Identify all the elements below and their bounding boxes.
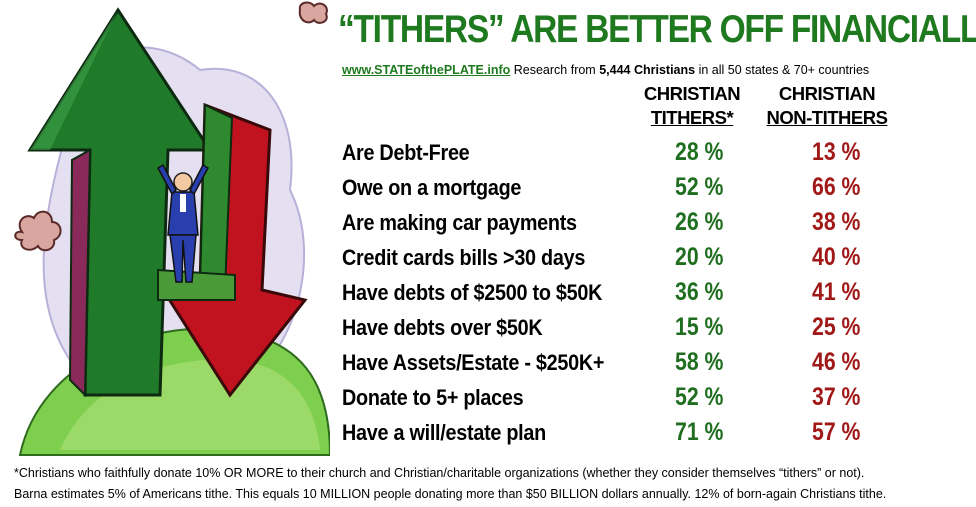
row-label: Have debts over $50K (342, 315, 543, 340)
non-tithers-value: 40 % (812, 243, 861, 271)
tithers-value: 58 % (675, 348, 724, 376)
row-label: Have a will/estate plan (342, 420, 546, 445)
down-arrow-icon (157, 102, 308, 398)
tithers-value: 52 % (675, 383, 724, 411)
row-label: Credit cards bills >30 days (342, 245, 586, 270)
row-label: Owe on a mortgage (342, 175, 522, 200)
table-row: Are Debt-Free 28 % 13 % (342, 138, 942, 175)
table-row: Have a will/estate plan 71 % 57 % (342, 418, 942, 455)
non-tithers-value: 37 % (812, 383, 861, 411)
non-tithers-value: 13 % (812, 138, 861, 166)
column-header-non-tithers-line1: CHRISTIAN (778, 83, 876, 104)
table-row: Have debts of $2500 to $50K 36 % 41 % (342, 278, 942, 315)
column-header-tithers-line2: TITHERS* (650, 107, 734, 128)
non-tithers-value: 38 % (812, 208, 861, 236)
row-label: Donate to 5+ places (342, 385, 524, 410)
non-tithers-value: 25 % (812, 313, 861, 341)
column-header-non-tithers-line2: NON-TITHERS (766, 107, 888, 128)
column-header-non-tithers: CHRISTIAN NON-TITHERS (762, 82, 892, 130)
non-tithers-value: 46 % (812, 348, 861, 376)
non-tithers-value: 41 % (812, 278, 861, 306)
tithers-value: 36 % (675, 278, 724, 306)
non-tithers-value: 66 % (812, 173, 861, 201)
research-suffix: in all 50 states & 70+ countries (695, 63, 870, 77)
tithers-value: 28 % (675, 138, 724, 166)
column-header-tithers-line1: CHRISTIAN (643, 83, 741, 104)
row-label: Have Assets/Estate - $250K+ (342, 350, 605, 375)
cloud-icon (14, 210, 62, 252)
table-row: Are making car payments 26 % 38 % (342, 208, 942, 245)
tithers-value: 26 % (675, 208, 724, 236)
tithers-value: 15 % (675, 313, 724, 341)
research-line: www.STATEofthePLATE.info Research from 5… (342, 63, 869, 77)
row-label: Are making car payments (342, 210, 577, 235)
research-count: 5,444 Christians (599, 63, 696, 77)
table-row: Owe on a mortgage 52 % 66 % (342, 173, 942, 210)
table-row: Have debts over $50K 15 % 25 % (342, 313, 942, 350)
footnote-line2: Barna estimates 5% of Americans tithe. T… (14, 487, 887, 501)
footnote: *Christians who faithfully donate 10% OR… (14, 463, 970, 505)
research-prefix: Research from (510, 63, 600, 77)
tithers-value: 20 % (675, 243, 724, 271)
column-header-tithers: CHRISTIAN TITHERS* (632, 82, 752, 130)
page-title: “TITHERS” ARE BETTER OFF FINANCIALLY (338, 8, 976, 51)
businessman-icon (157, 163, 209, 283)
tithers-value: 52 % (675, 173, 724, 201)
up-arrow-icon (27, 7, 213, 398)
illustration (14, 1, 330, 456)
tithers-value: 71 % (675, 418, 724, 446)
site-link[interactable]: www.STATEofthePLATE.info (342, 63, 511, 77)
table-row: Donate to 5+ places 52 % 37 % (342, 383, 942, 420)
footnote-line1: *Christians who faithfully donate 10% OR… (14, 466, 865, 480)
non-tithers-value: 57 % (812, 418, 861, 446)
stats-table: Are Debt-Free 28 % 13 % Owe on a mortgag… (342, 138, 942, 455)
table-row: Have Assets/Estate - $250K+ 58 % 46 % (342, 348, 942, 385)
row-label: Are Debt-Free (342, 140, 470, 165)
table-row: Credit cards bills >30 days 20 % 40 % (342, 243, 942, 280)
row-label: Have debts of $2500 to $50K (342, 280, 603, 305)
